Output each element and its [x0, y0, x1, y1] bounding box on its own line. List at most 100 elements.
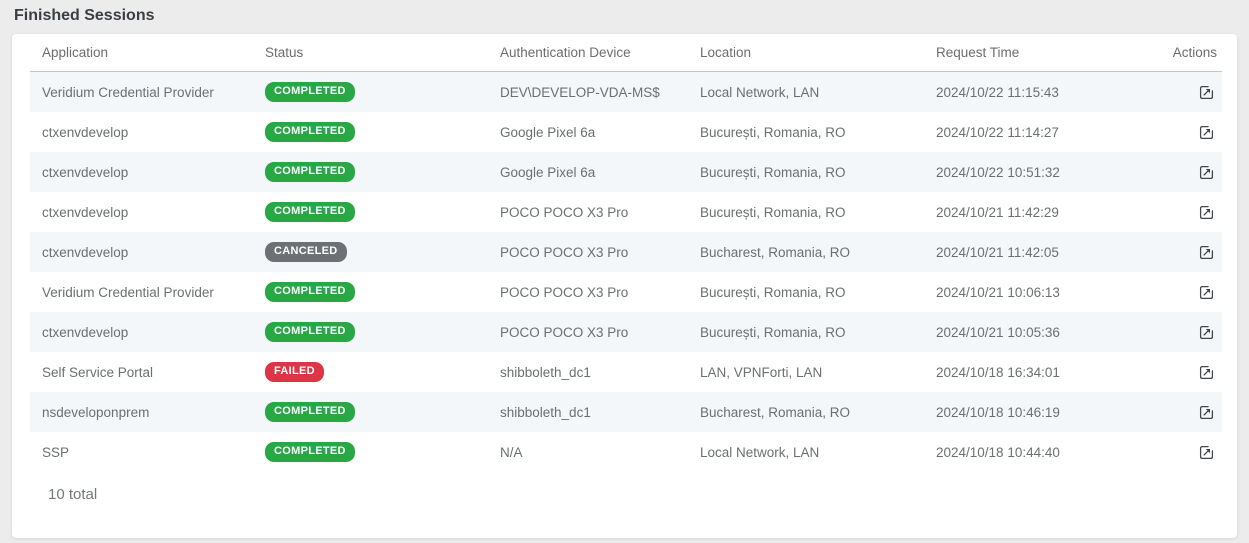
- open-session-details-button[interactable]: [1196, 122, 1217, 143]
- open-session-details-button[interactable]: [1196, 82, 1217, 103]
- authentication-device-cell: shibboleth_dc1: [500, 364, 591, 380]
- status-badge: COMPLETED: [265, 281, 355, 303]
- authentication-device-cell: Google Pixel 6a: [500, 124, 596, 140]
- status-cell: COMPLETED: [253, 81, 488, 103]
- open-session-details-button[interactable]: [1196, 322, 1217, 343]
- request-time-cell: 2024/10/18 10:46:19: [936, 404, 1060, 420]
- column-header-location: Location: [700, 45, 752, 60]
- status-cell: COMPLETED: [253, 401, 488, 423]
- location-cell: București, Romania, RO: [700, 124, 846, 140]
- table-row: ctxenvdevelop COMPLETED Google Pixel 6a …: [30, 152, 1222, 192]
- actions-cell: [1158, 362, 1222, 383]
- table-header-row: Application Status Authentication Device…: [30, 34, 1222, 72]
- status-cell: COMPLETED: [253, 321, 488, 343]
- authentication-device-cell: POCO POCO X3 Pro: [500, 324, 629, 340]
- open-session-details-icon: [1199, 285, 1214, 299]
- actions-cell: [1158, 162, 1222, 183]
- sessions-table: Application Status Authentication Device…: [12, 34, 1237, 503]
- request-time-cell: 2024/10/21 11:42:05: [936, 244, 1059, 260]
- location-cell: București, Romania, RO: [700, 324, 846, 340]
- open-session-details-button[interactable]: [1196, 202, 1217, 223]
- open-session-details-icon: [1199, 365, 1214, 379]
- status-cell: COMPLETED: [253, 281, 488, 303]
- page-title: Finished Sessions: [14, 7, 155, 24]
- status-badge: CANCELED: [265, 241, 347, 263]
- location-cell: București, Romania, RO: [700, 284, 846, 300]
- status-cell: COMPLETED: [253, 161, 488, 183]
- location-cell: LAN, VPNForti, LAN: [700, 364, 823, 380]
- authentication-device-cell: DEV\DEVELOP-VDA-MS$: [500, 84, 660, 100]
- actions-cell: [1158, 82, 1222, 103]
- location-cell: Local Network, LAN: [700, 444, 820, 460]
- status-cell: FAILED: [253, 361, 488, 383]
- application-cell: Veridium Credential Provider: [42, 284, 214, 300]
- status-cell: COMPLETED: [253, 441, 488, 463]
- application-cell: ctxenvdevelop: [42, 124, 129, 140]
- open-session-details-icon: [1199, 245, 1214, 259]
- open-session-details-icon: [1199, 445, 1214, 459]
- status-badge: FAILED: [265, 361, 324, 383]
- open-session-details-button[interactable]: [1196, 242, 1217, 263]
- authentication-device-cell: shibboleth_dc1: [500, 404, 591, 420]
- location-cell: București, Romania, RO: [700, 204, 846, 220]
- open-session-details-icon: [1199, 405, 1214, 419]
- request-time-cell: 2024/10/22 11:14:27: [936, 124, 1059, 140]
- request-time-cell: 2024/10/22 11:15:43: [936, 84, 1059, 100]
- column-header-actions: Actions: [1172, 45, 1217, 60]
- status-cell: COMPLETED: [253, 121, 488, 143]
- request-time-cell: 2024/10/21 11:42:29: [936, 204, 1059, 220]
- actions-cell: [1158, 442, 1222, 463]
- status-badge: COMPLETED: [265, 401, 355, 423]
- request-time-cell: 2024/10/21 10:06:13: [936, 284, 1060, 300]
- open-session-details-icon: [1199, 125, 1214, 139]
- table-row: ctxenvdevelop COMPLETED POCO POCO X3 Pro…: [30, 312, 1222, 352]
- table-row: SSP COMPLETED N/A Local Network, LAN 202…: [30, 432, 1222, 472]
- status-badge: COMPLETED: [265, 441, 355, 463]
- table-row: Self Service Portal FAILED shibboleth_dc…: [30, 352, 1222, 392]
- actions-cell: [1158, 402, 1222, 423]
- application-cell: ctxenvdevelop: [42, 324, 129, 340]
- actions-cell: [1158, 242, 1222, 263]
- column-header-authentication-device: Authentication Device: [500, 45, 631, 60]
- application-cell: Veridium Credential Provider: [42, 84, 214, 100]
- open-session-details-icon: [1199, 205, 1214, 219]
- application-cell: ctxenvdevelop: [42, 244, 129, 260]
- actions-cell: [1158, 122, 1222, 143]
- location-cell: București, Romania, RO: [700, 164, 846, 180]
- actions-cell: [1158, 322, 1222, 343]
- status-badge: COMPLETED: [265, 81, 355, 103]
- request-time-cell: 2024/10/21 10:05:36: [936, 324, 1060, 340]
- column-header-request-time: Request Time: [936, 45, 1020, 60]
- total-count: 10 total: [48, 486, 98, 503]
- status-badge: COMPLETED: [265, 161, 355, 183]
- actions-cell: [1158, 202, 1222, 223]
- open-session-details-button[interactable]: [1196, 282, 1217, 303]
- location-cell: Local Network, LAN: [700, 84, 820, 100]
- authentication-device-cell: POCO POCO X3 Pro: [500, 284, 629, 300]
- open-session-details-icon: [1199, 165, 1214, 179]
- status-badge: COMPLETED: [265, 121, 355, 143]
- location-cell: Bucharest, Romania, RO: [700, 244, 851, 260]
- table-row: Veridium Credential Provider COMPLETED P…: [30, 272, 1222, 312]
- application-cell: SSP: [42, 444, 70, 460]
- finished-sessions-card: Application Status Authentication Device…: [12, 34, 1237, 538]
- authentication-device-cell: N/A: [500, 444, 523, 460]
- application-cell: nsdeveloponprem: [42, 404, 150, 420]
- open-session-details-icon: [1199, 325, 1214, 339]
- open-session-details-button[interactable]: [1196, 442, 1217, 463]
- authentication-device-cell: Google Pixel 6a: [500, 164, 596, 180]
- open-session-details-button[interactable]: [1196, 362, 1217, 383]
- status-cell: CANCELED: [253, 241, 488, 263]
- location-cell: Bucharest, Romania, RO: [700, 404, 851, 420]
- authentication-device-cell: POCO POCO X3 Pro: [500, 244, 629, 260]
- open-session-details-button[interactable]: [1196, 402, 1217, 423]
- application-cell: ctxenvdevelop: [42, 164, 129, 180]
- application-cell: Self Service Portal: [42, 364, 154, 380]
- column-header-status: Status: [265, 45, 304, 60]
- table-row: ctxenvdevelop CANCELED POCO POCO X3 Pro …: [30, 232, 1222, 272]
- table-body: Veridium Credential Provider COMPLETED D…: [30, 72, 1222, 472]
- request-time-cell: 2024/10/18 16:34:01: [936, 364, 1060, 380]
- table-row: ctxenvdevelop COMPLETED POCO POCO X3 Pro…: [30, 192, 1222, 232]
- open-session-details-button[interactable]: [1196, 162, 1217, 183]
- table-row: Veridium Credential Provider COMPLETED D…: [30, 72, 1222, 112]
